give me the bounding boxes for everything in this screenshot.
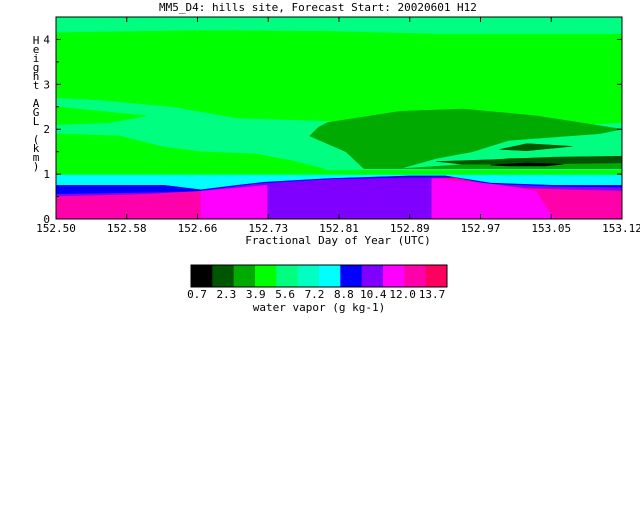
x-tick-label: 152.89: [390, 222, 430, 235]
colorbar-tick-label: 7.2: [305, 288, 325, 301]
x-axis-label: Fractional Day of Year (UTC): [245, 234, 430, 247]
contour-region-13: [200, 185, 268, 220]
colorbar-tick-label: 2.3: [216, 288, 236, 301]
y-axis: 0 1 2 3 4: [43, 33, 622, 226]
chart-title: MM5_D4: hills site, Forecast Start: 2002…: [159, 1, 477, 14]
colorbar-swatch: [404, 265, 427, 287]
colorbar-tick-label: 13.7: [419, 288, 446, 301]
x-tick-label: 152.58: [107, 222, 147, 235]
colorbar-swatch: [297, 265, 320, 287]
colorbar-swatch: [255, 265, 277, 287]
x-tick-label: 153.05: [531, 222, 571, 235]
colorbar-tick-label: 8.8: [334, 288, 354, 301]
colorbar-swatch: [425, 265, 448, 287]
colorbar-label: water vapor (g kg-1): [253, 301, 385, 314]
y-tick-label: 4: [43, 33, 50, 46]
colorbar-swatch: [233, 265, 256, 287]
colorbar: 0.7 2.3 3.9 5.6 7.2 8.8 10.4 12.0 13.7: [187, 264, 448, 301]
colorbar-tick-label: 10.4: [360, 288, 387, 301]
colorbar-tick-label: 12.0: [389, 288, 416, 301]
x-tick-label: 152.73: [248, 222, 288, 235]
colorbar-swatch: [319, 265, 341, 287]
colorbar-frame: [190, 264, 448, 288]
x-tick-label: 153.12: [602, 222, 640, 235]
y-tick-label: 0: [43, 213, 50, 226]
x-tick-label: 152.50: [36, 222, 76, 235]
contour-region-7: [490, 162, 564, 167]
colorbar-swatch: [340, 265, 363, 287]
x-tick-label: 152.81: [319, 222, 359, 235]
colorbar-swatch: [212, 265, 235, 287]
contour-region-14: [431, 178, 555, 220]
y-tick-label: 3: [43, 78, 50, 91]
x-tick-label: 152.97: [461, 222, 501, 235]
x-tick-label: 152.66: [178, 222, 218, 235]
colorbar-swatch: [361, 265, 384, 287]
colorbar-swatch: [383, 265, 405, 287]
contour-region-3: [309, 108, 623, 169]
colorbar-swatch: [191, 265, 213, 287]
colorbar-tick-label: 3.9: [246, 288, 266, 301]
y-tick-label: 1: [43, 168, 50, 181]
contour-region-5: [499, 143, 573, 152]
plot-area: [55, 16, 623, 220]
colorbar-tick-label: 0.7: [187, 288, 207, 301]
x-axis: 152.50 152.58 152.66 152.73 152.81 152.89 152.…: [36, 17, 640, 235]
y-tick-label: 2: [43, 123, 50, 136]
colorbar-swatch: [276, 265, 299, 287]
colorbar-tick-label: 5.6: [275, 288, 295, 301]
